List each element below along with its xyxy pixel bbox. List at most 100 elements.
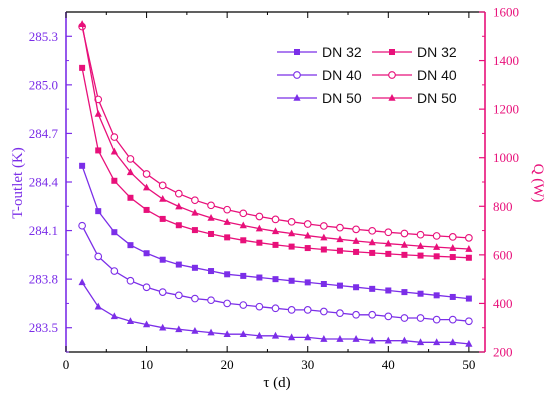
data-point — [191, 227, 198, 234]
data-point — [78, 221, 86, 230]
data-point — [353, 248, 360, 255]
data-point — [319, 307, 328, 316]
data-point — [271, 304, 280, 313]
data-point — [400, 336, 409, 344]
legend-marker — [389, 49, 395, 55]
y-right-tick-label: 1600 — [493, 5, 519, 20]
data-point — [336, 282, 343, 289]
data-point — [159, 215, 166, 222]
data-point — [433, 253, 440, 260]
data-point — [400, 314, 409, 322]
data-point — [319, 222, 328, 230]
data-point — [207, 213, 215, 221]
data-point — [465, 234, 473, 242]
data-point — [207, 296, 215, 305]
data-point — [304, 245, 311, 252]
data-point — [352, 225, 360, 234]
y-left-tick-label: 283.8 — [29, 272, 58, 287]
data-point — [224, 271, 231, 278]
y-left-tick-label: 284.1 — [29, 223, 58, 238]
data-point — [175, 202, 183, 210]
data-point — [110, 133, 119, 141]
data-point — [271, 331, 280, 339]
data-point — [400, 240, 409, 248]
x-tick-label: 30 — [301, 357, 314, 372]
y-left-tick-label: 285.3 — [29, 29, 58, 44]
data-point — [127, 194, 134, 201]
data-point — [384, 239, 392, 247]
data-point — [78, 20, 86, 27]
data-point — [288, 277, 295, 284]
data-point — [271, 227, 280, 235]
legend-marker — [293, 94, 301, 101]
data-point — [95, 208, 102, 215]
data-point — [272, 241, 279, 248]
x-tick-label: 20 — [221, 357, 234, 372]
data-point — [288, 333, 296, 341]
y-left-tick-label: 285.0 — [29, 77, 58, 92]
data-point — [142, 283, 151, 292]
data-point — [159, 323, 167, 331]
data-point — [175, 261, 182, 268]
data-point — [287, 306, 296, 314]
series-layer — [78, 20, 473, 347]
data-point — [255, 224, 263, 232]
legend-label: DN 40 — [322, 67, 362, 83]
data-point — [449, 254, 456, 261]
data-point — [223, 330, 231, 337]
data-point — [465, 317, 473, 326]
data-point — [384, 336, 392, 344]
series-right-4 — [78, 22, 473, 242]
legend: DN 32 DN 40 DN 50 DN 32 DN 40 DN 50 — [277, 44, 457, 106]
y-right-tick-label: 1400 — [493, 53, 519, 68]
data-point — [336, 235, 344, 243]
data-point — [127, 242, 134, 249]
data-point — [369, 285, 376, 292]
data-point — [416, 338, 425, 346]
data-point — [223, 205, 232, 214]
data-point — [303, 306, 312, 314]
data-point — [352, 335, 360, 342]
data-point — [111, 229, 118, 236]
data-point — [255, 212, 264, 221]
data-point — [304, 231, 312, 239]
data-point — [465, 245, 473, 252]
data-point — [207, 328, 215, 336]
data-point — [304, 279, 311, 286]
data-point — [385, 287, 392, 294]
data-point — [320, 246, 327, 253]
legend-marker — [294, 49, 300, 55]
data-point — [223, 218, 231, 225]
data-point — [256, 239, 263, 246]
data-point — [111, 177, 118, 184]
data-point — [448, 233, 457, 241]
data-point — [304, 333, 312, 341]
data-point — [224, 234, 231, 241]
data-point — [143, 206, 150, 213]
data-point — [271, 215, 280, 224]
series-left-0 — [79, 162, 472, 302]
x-tick-label: 50 — [462, 357, 475, 372]
data-point — [94, 110, 102, 117]
data-point — [159, 256, 166, 263]
legend-marker — [293, 71, 301, 79]
data-point — [433, 338, 441, 346]
data-point — [239, 330, 247, 337]
y-axis-left-title: T-outlet (K) — [10, 147, 26, 219]
data-point — [110, 267, 119, 275]
data-point — [320, 233, 328, 241]
x-axis-title: τ (d) — [263, 375, 290, 391]
y-left-tick-label: 284.7 — [29, 126, 59, 141]
legend-entry: DN 50 — [372, 90, 457, 106]
data-point — [433, 243, 441, 250]
data-point — [126, 155, 135, 163]
data-point — [416, 314, 425, 322]
data-point — [368, 238, 376, 246]
y-right-tick-label: 600 — [493, 247, 513, 262]
data-point — [288, 229, 296, 237]
data-point — [400, 229, 409, 238]
data-point — [175, 325, 183, 333]
data-point — [239, 209, 248, 218]
data-point — [142, 170, 151, 178]
data-point — [95, 147, 102, 154]
